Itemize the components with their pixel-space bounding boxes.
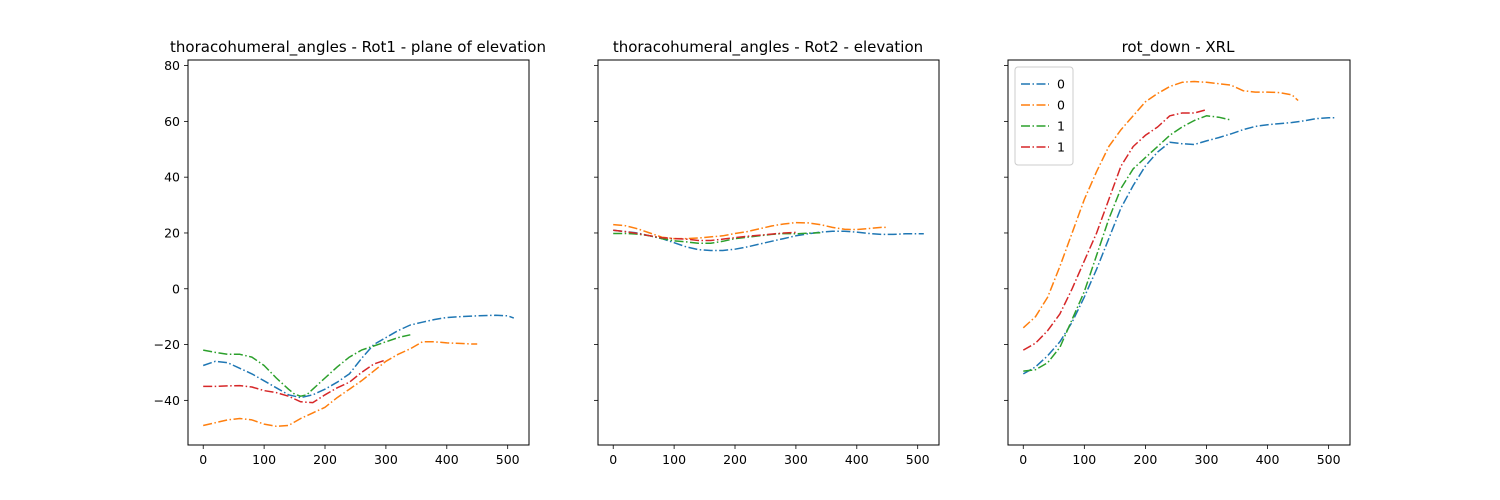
- plot-lines: [613, 221, 924, 252]
- legend-label: 1: [1057, 119, 1065, 134]
- axis-ticks: 0 100 200 300 400 500: [594, 65, 930, 467]
- series-line-1: [203, 341, 478, 428]
- x-tick-label: 400: [1256, 452, 1280, 467]
- subplot-rot-down-xrl: rot_down - XRL 0 100 200 300 400 500 0 0 1 1: [1004, 38, 1351, 467]
- x-tick-label: 0: [609, 452, 617, 467]
- x-tick-label: 500: [496, 452, 520, 467]
- x-tick-label: 100: [252, 452, 276, 467]
- x-tick-label: 400: [845, 452, 869, 467]
- series-line-1: [1022, 80, 1299, 329]
- legend-label: 0: [1057, 77, 1065, 92]
- y-tick-label: 0: [172, 281, 180, 296]
- subplot-rot2-elevation: thoracohumeral_angles - Rot2 - elevation…: [594, 38, 940, 467]
- legend-label: 1: [1057, 140, 1065, 155]
- x-tick-label: 0: [1019, 452, 1027, 467]
- axes-frame: [187, 59, 530, 446]
- subplot-title: thoracohumeral_angles - Rot1 - plane of …: [170, 38, 546, 57]
- axis-ticks: 0 100 200 300 400 500 −40 −20 0 20 40 60 80: [154, 58, 520, 467]
- series-line-2: [1023, 115, 1232, 372]
- x-tick-label: 400: [435, 452, 459, 467]
- x-tick-label: 300: [784, 452, 808, 467]
- axis-ticks: 0 100 200 300 400 500: [1004, 65, 1341, 467]
- subplot-rot1-plane-of-elevation: thoracohumeral_angles - Rot1 - plane of …: [154, 38, 546, 467]
- x-tick-label: 500: [906, 452, 930, 467]
- x-tick-label: 200: [723, 452, 747, 467]
- y-tick-label: −40: [154, 393, 180, 408]
- plot-lines: [202, 314, 515, 428]
- axes-frame: [1007, 59, 1351, 446]
- legend-box: [1014, 66, 1074, 166]
- x-tick-label: 100: [1072, 452, 1096, 467]
- legend-label: 0: [1057, 98, 1065, 113]
- plot-lines: [1022, 80, 1335, 375]
- axes-frame: [597, 59, 940, 446]
- x-tick-label: 200: [1133, 452, 1157, 467]
- series-line-2: [203, 334, 411, 397]
- series-line-0: [202, 314, 515, 399]
- series-line-3: [1022, 108, 1207, 351]
- x-tick-label: 200: [313, 452, 337, 467]
- series-line-0: [1022, 117, 1335, 375]
- y-tick-label: 60: [164, 114, 180, 129]
- x-tick-label: 100: [662, 452, 686, 467]
- y-tick-label: 20: [164, 225, 180, 240]
- y-tick-label: 40: [164, 170, 180, 185]
- x-tick-label: 300: [374, 452, 398, 467]
- subplot-title: thoracohumeral_angles - Rot2 - elevation: [613, 38, 923, 57]
- subplot-title: rot_down - XRL: [1122, 38, 1236, 57]
- series-line-0: [613, 229, 924, 252]
- x-tick-label: 0: [199, 452, 207, 467]
- series-line-1: [613, 221, 888, 240]
- y-tick-label: 80: [164, 58, 180, 73]
- x-tick-label: 300: [1195, 452, 1219, 467]
- series-line-3: [203, 359, 387, 404]
- legend: 0 0 1 1: [1014, 66, 1074, 166]
- y-tick-label: −20: [154, 337, 180, 352]
- x-tick-label: 500: [1317, 452, 1341, 467]
